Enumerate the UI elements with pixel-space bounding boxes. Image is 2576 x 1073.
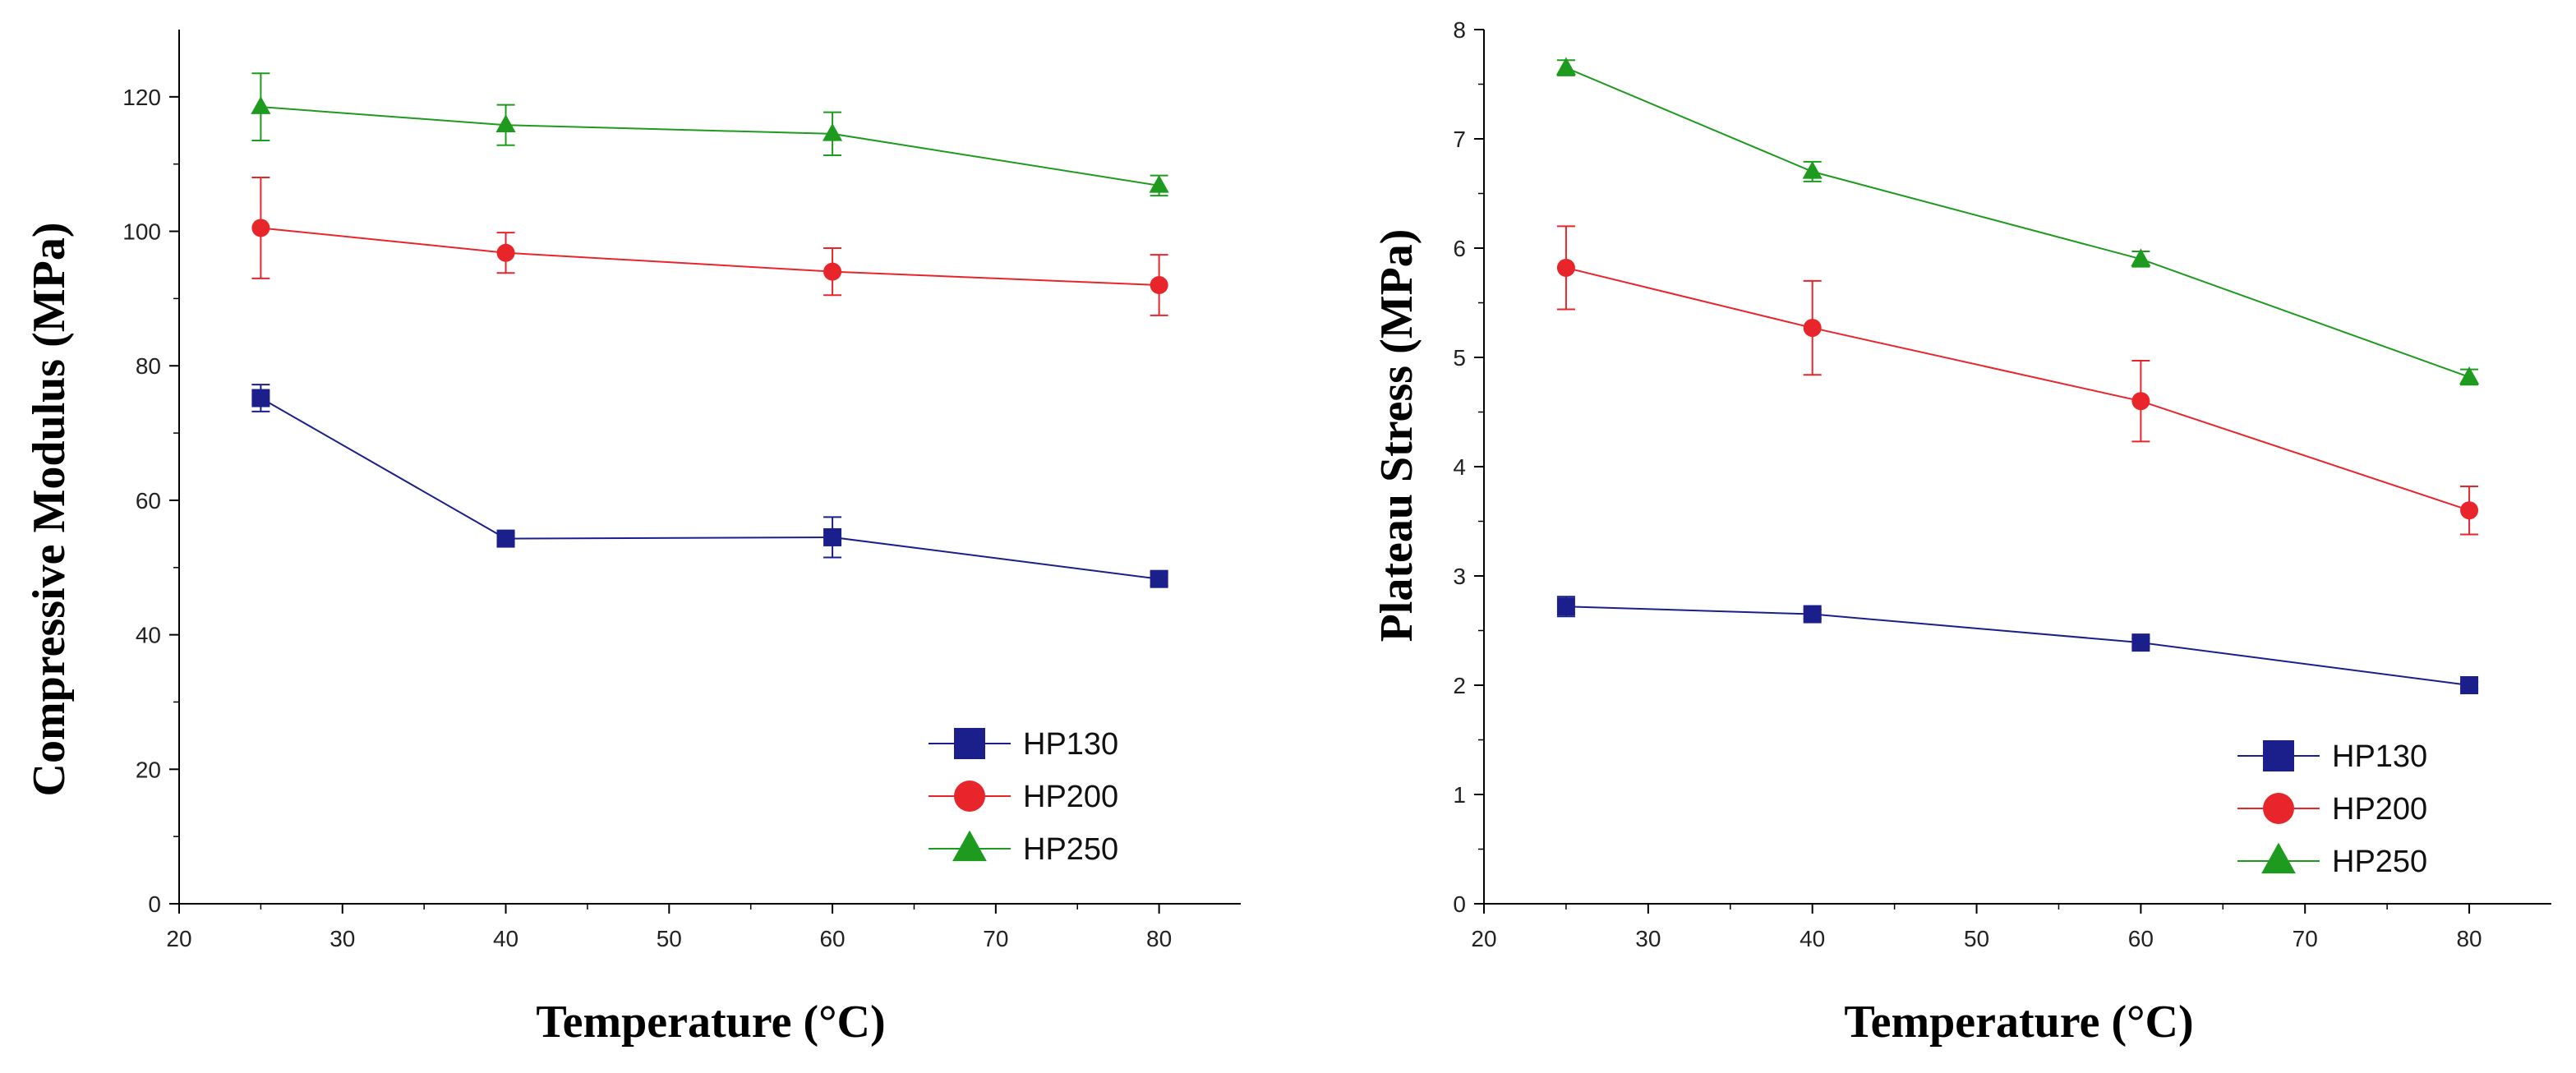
data-point [2460, 501, 2479, 520]
y-tick-label: 1 [1453, 782, 1466, 808]
y-tick-label: 0 [148, 891, 161, 917]
y-axis-title: Compressive Modulus (MPa) [24, 223, 75, 797]
x-tick-label: 70 [983, 926, 1008, 951]
y-tick-label: 5 [1453, 345, 1466, 371]
compressive-modulus-chart: Compressive Modulus (MPa) Temperature (°… [24, 30, 1241, 1048]
data-point [251, 219, 270, 237]
data-point [823, 527, 842, 546]
x-tick-label: 70 [2293, 926, 2318, 951]
y-tick-label: 120 [122, 85, 161, 110]
y-tick-label: 8 [1453, 17, 1466, 43]
x-axis-title: Temperature (°C) [1844, 997, 2193, 1048]
data-point [1802, 160, 1823, 179]
legend-label: HP130 [1023, 727, 1118, 762]
data-point [2131, 633, 2150, 652]
series-hp200 [1556, 225, 2479, 536]
x-tick-label: 30 [329, 926, 355, 951]
data-point [823, 262, 842, 281]
plateau-stress-chart: Plateau Stress (MPa) Temperature (°C) 20… [1371, 17, 2551, 1048]
y-tick-label: 0 [1453, 891, 1466, 917]
data-point [822, 122, 843, 141]
series-hp130 [251, 384, 1168, 588]
data-point [1803, 319, 1822, 338]
legend-marker-hp200 [2263, 793, 2294, 824]
y-tick-label: 60 [136, 488, 161, 513]
data-point [1556, 597, 1575, 616]
series-hp250 [1555, 57, 2480, 386]
legend-marker-hp250 [2261, 842, 2296, 874]
legend-label: HP250 [2332, 845, 2427, 879]
data-point [1150, 569, 1168, 588]
x-tick-label: 40 [493, 926, 518, 951]
legend-label: HP250 [1023, 832, 1118, 867]
legend-label: HP200 [1023, 780, 1118, 814]
data-point [251, 389, 270, 408]
x-tick-label: 50 [1964, 926, 1989, 951]
x-tick-label: 60 [819, 926, 845, 951]
y-tick-label: 3 [1453, 564, 1466, 589]
data-point [1803, 605, 1822, 624]
legend-marker-hp130 [2263, 740, 2294, 771]
data-point [2131, 392, 2150, 411]
x-tick-label: 80 [2456, 926, 2482, 951]
data-point [1150, 276, 1168, 295]
y-tick-label: 80 [136, 353, 161, 379]
series-hp250 [251, 72, 1169, 197]
series-line [1565, 606, 2470, 686]
y-axis-title: Plateau Stress (MPa) [1371, 229, 1422, 642]
x-tick-label: 20 [166, 926, 191, 951]
y-tick-label: 2 [1453, 673, 1466, 698]
data-point [496, 243, 515, 262]
x-tick-label: 60 [2128, 926, 2154, 951]
legend-label: HP130 [2332, 739, 2427, 774]
series-hp200 [251, 177, 1168, 316]
data-point [251, 96, 271, 114]
data-point [1555, 57, 1577, 76]
legend-label: HP200 [2332, 792, 2427, 827]
data-point [1149, 174, 1169, 193]
series-line [260, 227, 1159, 287]
series-line [1565, 266, 2470, 512]
x-tick-label: 30 [1635, 926, 1661, 951]
series-line [1565, 67, 2470, 378]
legend: HP130 HP200 HP250 [2237, 739, 2427, 879]
data-point [2458, 366, 2480, 385]
x-axis-title: Temperature (°C) [536, 997, 885, 1048]
y-tick-label: 6 [1453, 236, 1466, 261]
x-tick-label: 80 [1146, 926, 1172, 951]
data-point [495, 114, 516, 132]
y-tick-label: 4 [1453, 454, 1466, 480]
legend: HP130 HP200 HP250 [929, 727, 1118, 867]
legend-marker-hp250 [952, 830, 987, 862]
y-tick-label: 20 [136, 757, 161, 782]
data-point [2131, 248, 2151, 267]
y-tick-label: 100 [122, 219, 161, 245]
legend-marker-hp200 [954, 781, 985, 812]
series-line [260, 397, 1159, 580]
data-point [496, 529, 515, 548]
series-hp130 [1556, 596, 2479, 694]
x-tick-label: 40 [1800, 926, 1825, 951]
y-tick-label: 7 [1453, 127, 1466, 152]
data-point [2460, 676, 2479, 694]
x-tick-label: 20 [1471, 926, 1496, 951]
y-tick-label: 40 [136, 623, 161, 648]
data-point [1556, 258, 1575, 277]
series-line [260, 106, 1159, 187]
legend-marker-hp130 [954, 728, 985, 759]
x-tick-label: 50 [657, 926, 682, 951]
